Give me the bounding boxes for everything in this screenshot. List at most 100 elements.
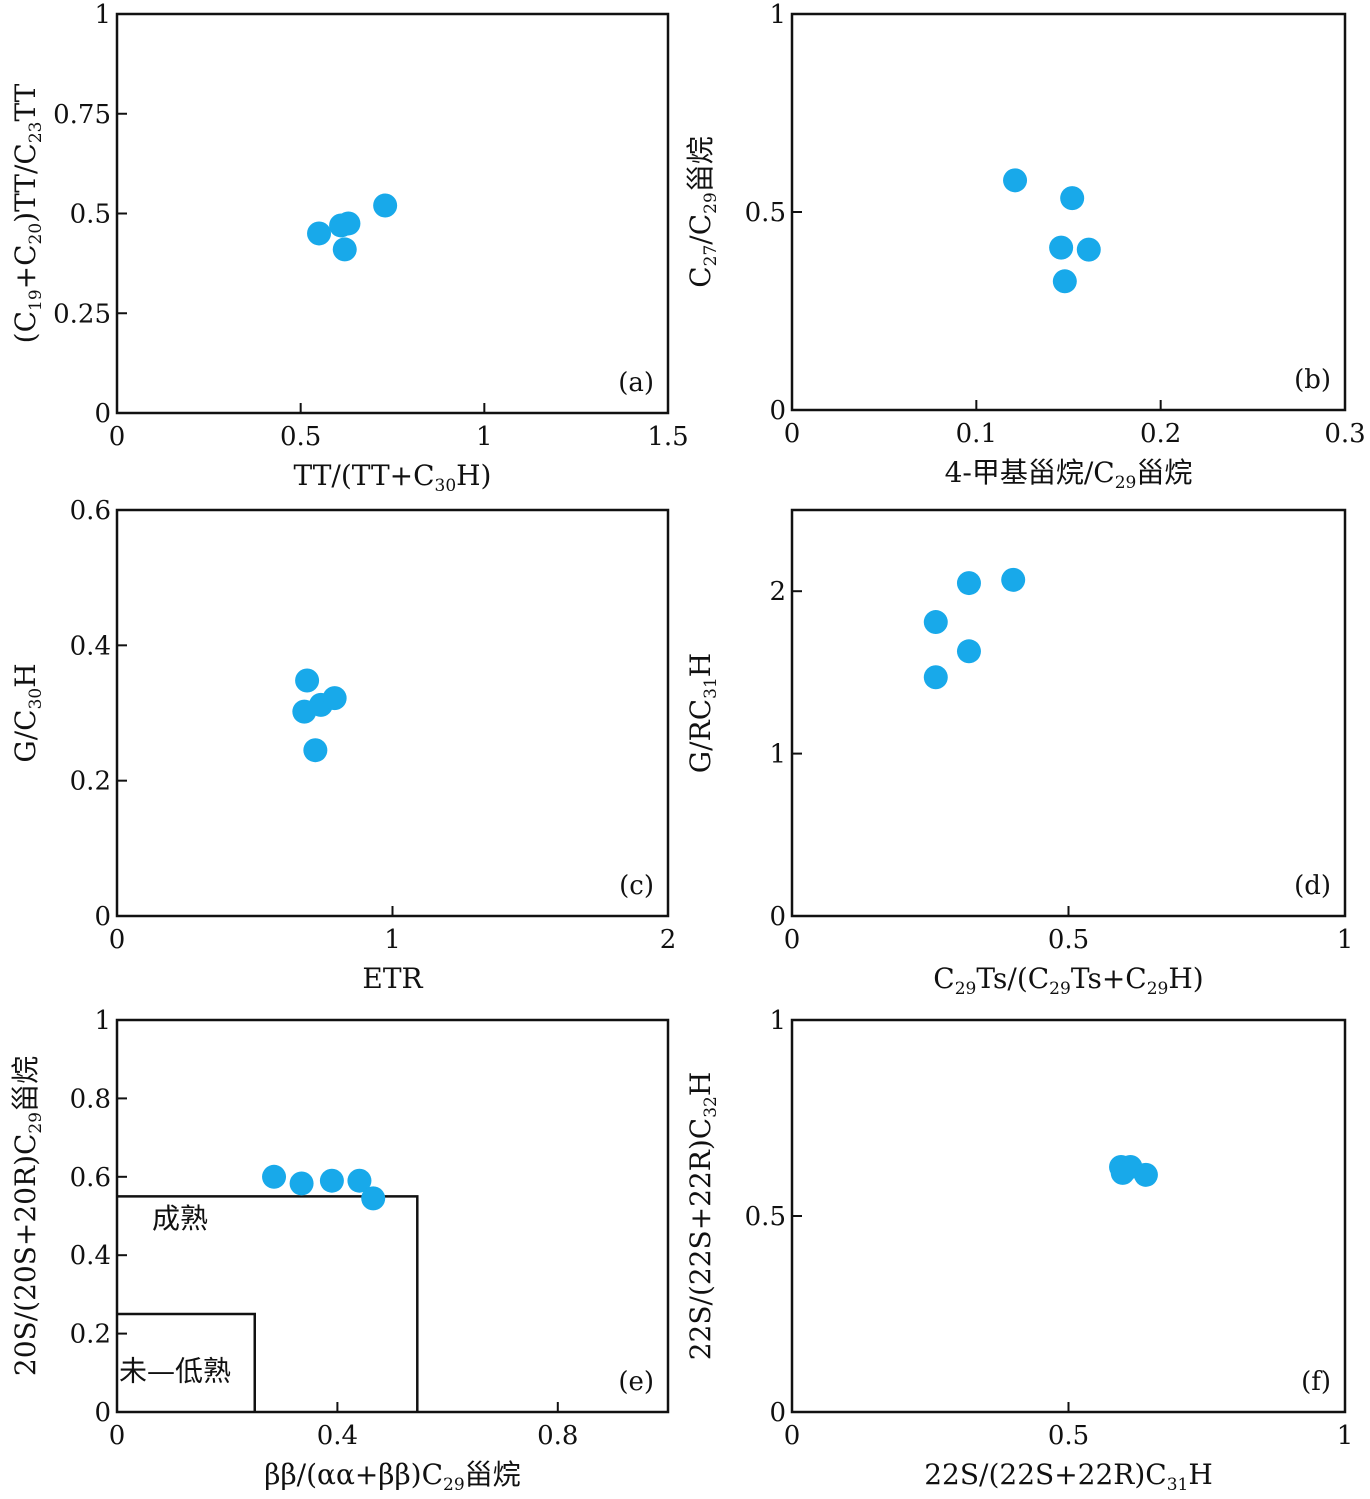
y-tick-label: 0.5: [745, 198, 786, 228]
y-tick-label: 0.8: [70, 1084, 111, 1114]
x-axis-label: C29​Ts/(C29​Ts+C29​H): [933, 962, 1203, 999]
data-point: [1001, 567, 1026, 592]
x-tick-label: 0: [784, 925, 801, 955]
x-axis-label: ETR: [362, 962, 423, 995]
y-tick-label: 0.2: [70, 1320, 111, 1350]
y-tick-label: 1: [94, 0, 111, 30]
data-point: [303, 738, 328, 763]
y-axis-label: C27​/C29​甾烷: [684, 136, 721, 288]
y-tick-label: 0.4: [70, 1241, 111, 1271]
y-tick-label: 0: [94, 399, 111, 429]
maturity-region-boundary: [117, 1195, 419, 1412]
y-axis-label: 20S/(20S+20R)C29​甾烷: [9, 1056, 46, 1376]
x-tick-label: 0: [109, 1421, 126, 1451]
panel-label: (d): [1294, 871, 1331, 901]
y-tick-label: 0: [769, 902, 786, 932]
y-tick-label: 1: [769, 0, 786, 30]
data-point: [336, 211, 361, 236]
data-point: [347, 1168, 372, 1193]
data-point: [373, 193, 398, 218]
scatter-panel-6: 0 0.5 1 0 0.5 1 22S/(22S+22R)C31​H 22S/(22S+22R…: [684, 1006, 1353, 1495]
panel-label: (e): [618, 1367, 654, 1397]
y-tick-label: 0.25: [53, 299, 111, 329]
panel-label: (c): [619, 871, 654, 901]
x-tick-label: 2: [660, 925, 677, 955]
plot-frame: [115, 1018, 670, 1414]
scatter-panel-4: 0 0.5 1 0 1 2 C29​Ts/(C29​Ts+C29​H) G/RC31​H (d): [684, 508, 1354, 999]
x-tick-label: 0.2: [1140, 419, 1181, 449]
x-tick-label: 0.5: [1048, 925, 1089, 955]
data-point: [1110, 1160, 1135, 1185]
scatter-panel-5: 0 0.4 0.8 0 0.2 0.4 0.6 0.8 1 ββ/(αα+ββ)C29​甾烷 20S…: [9, 1006, 670, 1495]
x-tick-label: 0: [109, 422, 126, 452]
data-point: [1049, 235, 1074, 260]
y-tick-label: 0: [769, 1398, 786, 1428]
y-tick-label: 0.5: [70, 200, 111, 230]
y-tick-label: 1: [94, 1006, 111, 1036]
x-axis-label: 22S/(22S+22R)C31​H: [924, 1458, 1213, 1495]
y-tick-label: 0: [94, 902, 111, 932]
x-tick-label: 0: [784, 419, 801, 449]
x-tick-label: 0: [784, 1421, 801, 1451]
data-point: [1060, 186, 1085, 211]
data-point: [322, 686, 347, 711]
data-point: [295, 668, 320, 693]
y-tick-label: 0.4: [70, 631, 111, 661]
data-point: [307, 221, 332, 246]
plot-frame: [790, 12, 1347, 412]
scatter-panel-3: 0 1 2 0 0.2 0.4 0.6 ETR G/C30​H (c): [9, 496, 676, 995]
x-tick-label: 0.5: [1048, 1421, 1089, 1451]
data-point: [923, 665, 948, 690]
panel-label: (b): [1294, 365, 1331, 395]
x-axis-label: ββ/(αα+ββ)C29​甾烷: [264, 1458, 520, 1495]
x-tick-label: 0: [109, 925, 126, 955]
plot-frame: [115, 508, 670, 918]
data-point: [1003, 168, 1028, 193]
x-tick-label: 0.4: [317, 1421, 358, 1451]
y-tick-label: 0.6: [70, 496, 111, 526]
x-axis-label: TT/(TT+C30​H): [294, 459, 492, 496]
y-tick-label: 0.2: [70, 767, 111, 797]
x-tick-label: 1: [384, 925, 401, 955]
data-point: [1133, 1162, 1158, 1187]
scatter-panel-1: 0 0.5 1 1.5 0 0.25 0.5 0.75 1 TT/(TT+C30​H) (C19​+…: [9, 0, 689, 496]
y-tick-label: 2: [769, 577, 786, 607]
y-axis-label: G/RC31​H: [684, 653, 721, 773]
data-point: [361, 1186, 386, 1211]
y-tick-label: 1: [769, 740, 786, 770]
y-tick-label: 1: [769, 1006, 786, 1036]
panel-label: (f): [1301, 1367, 1331, 1397]
y-axis-label: G/C30​H: [9, 663, 46, 762]
x-tick-label: 0.5: [280, 422, 321, 452]
data-point: [319, 1168, 344, 1193]
data-point: [332, 237, 357, 262]
y-tick-label: 0: [769, 396, 786, 426]
x-tick-label: 1: [1337, 1421, 1354, 1451]
x-tick-label: 1: [1337, 925, 1354, 955]
maturity-region-label: 成熟: [152, 1202, 208, 1235]
data-point: [1052, 269, 1077, 294]
plot-frame: [790, 508, 1347, 918]
y-tick-label: 0.75: [53, 100, 111, 130]
maturity-region-label: 未—低熟: [119, 1355, 231, 1388]
x-tick-label: 0.3: [1324, 419, 1365, 449]
y-tick-label: 0: [94, 1398, 111, 1428]
y-axis-label: 22S/(22S+22R)C32​H: [684, 1072, 721, 1361]
data-point: [262, 1164, 287, 1189]
x-axis-label: 4-甲基甾烷/C29​甾烷: [945, 456, 1193, 493]
data-point: [1076, 237, 1101, 262]
data-point: [956, 571, 981, 596]
maturity-region-boundary: [117, 1312, 256, 1412]
panel-label: (a): [618, 368, 654, 398]
data-point: [923, 610, 948, 635]
plot-frame: [790, 1018, 1347, 1414]
x-tick-label: 1: [476, 422, 493, 452]
y-axis-label: (C19​+C20​)TT/C23​TT: [9, 83, 46, 343]
x-tick-label: 0.1: [956, 419, 997, 449]
data-point: [289, 1171, 314, 1196]
y-tick-label: 0.6: [70, 1163, 111, 1193]
data-point: [956, 639, 981, 664]
scatter-panel-2: 0 0.1 0.2 0.3 0 0.5 1 4-甲基甾烷/C29​甾烷 C27​/C29​甾烷 (…: [684, 0, 1366, 493]
y-tick-label: 0.5: [745, 1202, 786, 1232]
